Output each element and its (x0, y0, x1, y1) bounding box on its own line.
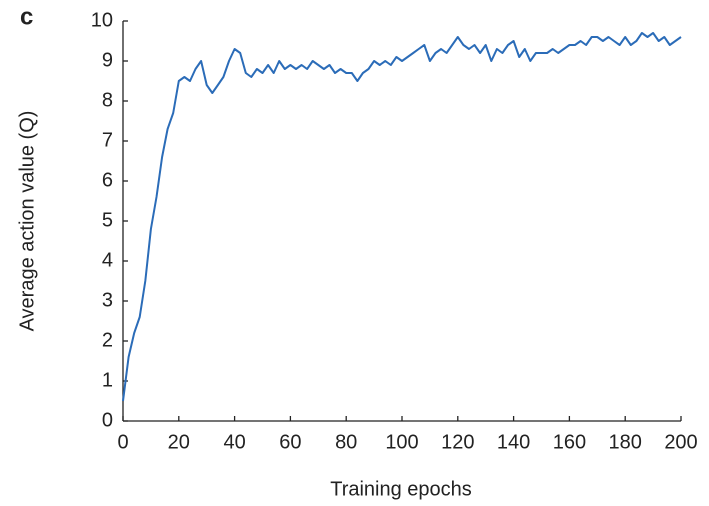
y-tick-label: 8 (102, 89, 113, 111)
x-tick-label: 140 (497, 431, 530, 453)
x-tick-label: 80 (335, 431, 357, 453)
y-tick-label: 7 (102, 129, 113, 151)
y-axis-label: Average action value (Q) (16, 111, 38, 332)
x-tick-label: 100 (385, 431, 418, 453)
x-tick-label: 40 (223, 431, 245, 453)
x-tick-label: 200 (664, 431, 697, 453)
x-tick-label: 160 (553, 431, 586, 453)
x-tick-label: 180 (609, 431, 642, 453)
y-tick-label: 10 (91, 9, 113, 31)
y-tick-label: 1 (102, 369, 113, 391)
y-tick-label: 6 (102, 169, 113, 191)
x-tick-label: 20 (168, 431, 190, 453)
panel-label: c (20, 3, 33, 30)
y-tick-label: 3 (102, 289, 113, 311)
x-tick-label: 0 (117, 431, 128, 453)
data-line (122, 32, 682, 402)
y-tick-label: 2 (102, 329, 113, 351)
x-axis-label: Training epochs (330, 478, 472, 500)
x-tick-label: 60 (279, 431, 301, 453)
y-tick-label: 0 (102, 409, 113, 431)
y-tick-label: 9 (102, 49, 113, 71)
x-tick-label: 120 (441, 431, 474, 453)
y-tick-label: 4 (102, 249, 113, 271)
y-tick-label: 5 (102, 209, 113, 231)
